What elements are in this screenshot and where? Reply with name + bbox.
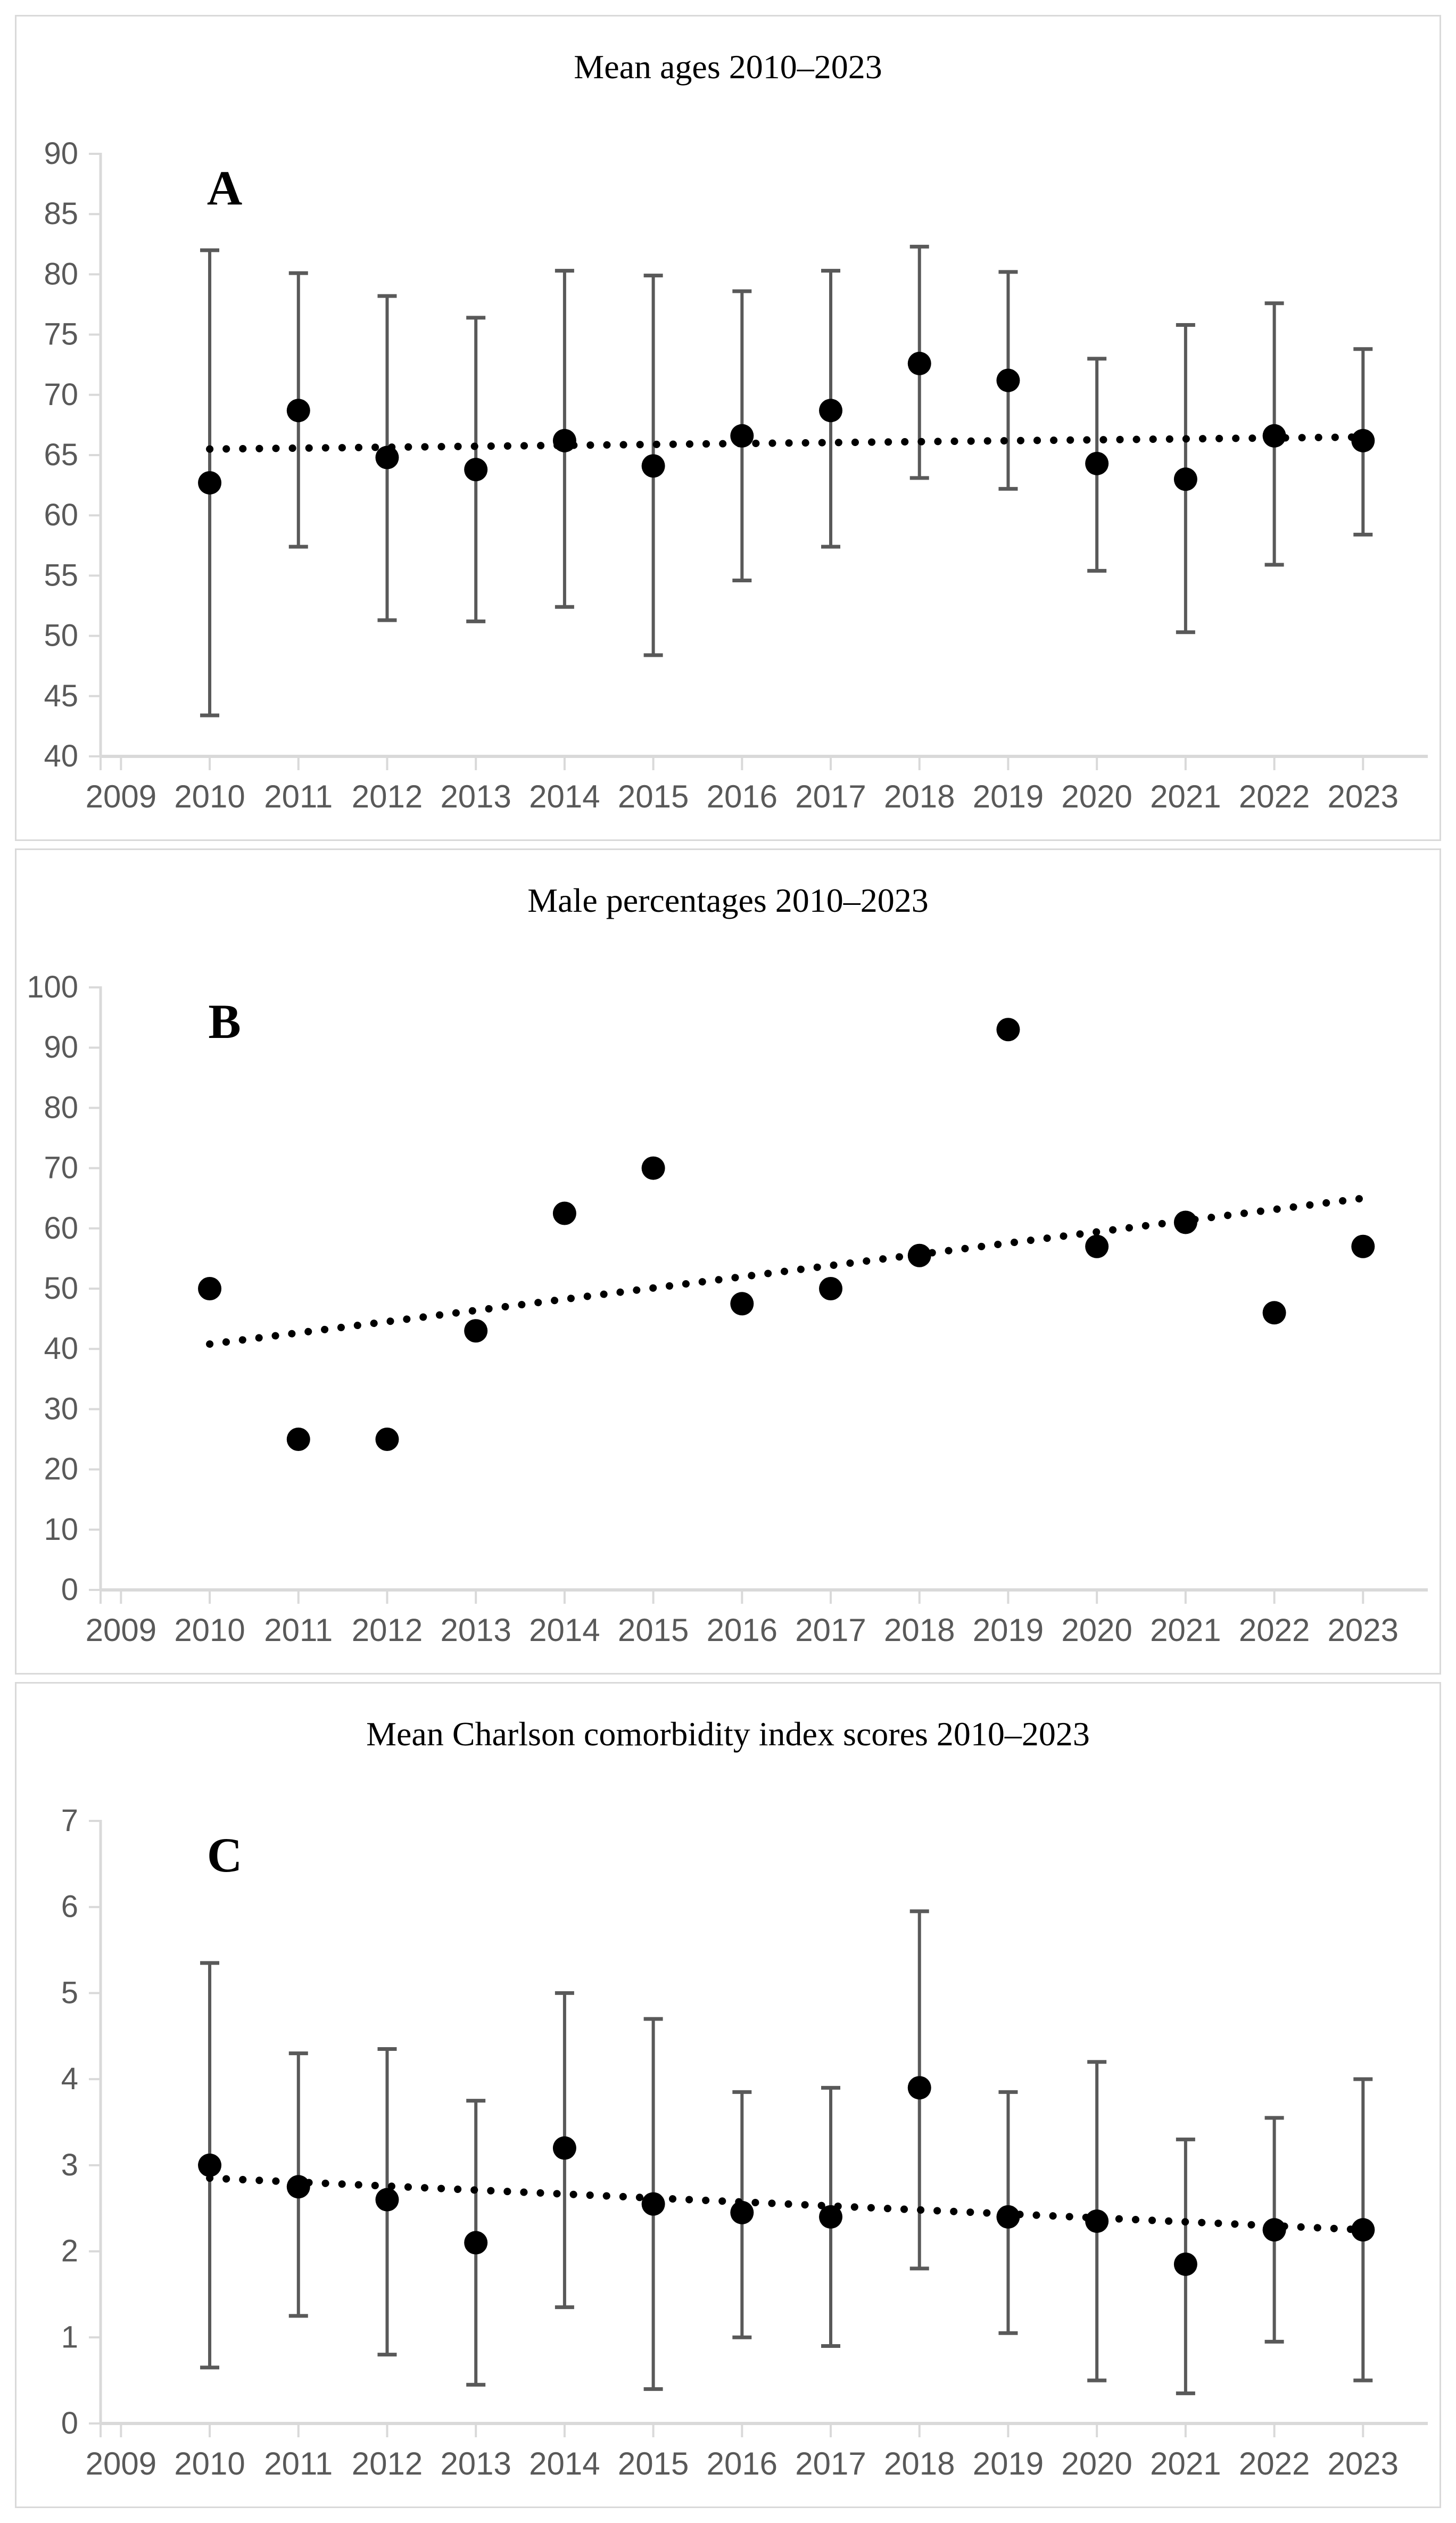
svg-text:2019: 2019 — [973, 2446, 1044, 2481]
svg-text:60: 60 — [44, 498, 78, 532]
svg-text:2013: 2013 — [440, 1612, 511, 1648]
svg-text:7: 7 — [61, 1803, 78, 1838]
svg-text:2014: 2014 — [529, 779, 600, 814]
svg-text:C: C — [207, 1828, 242, 1882]
svg-text:2013: 2013 — [440, 779, 511, 814]
svg-text:2021: 2021 — [1150, 779, 1221, 814]
svg-text:2020: 2020 — [1061, 1612, 1132, 1648]
svg-text:90: 90 — [44, 136, 78, 171]
svg-text:45: 45 — [44, 679, 78, 713]
svg-text:100: 100 — [27, 970, 78, 1004]
svg-text:90: 90 — [44, 1030, 78, 1065]
svg-text:2021: 2021 — [1150, 2446, 1221, 2481]
svg-text:2013: 2013 — [440, 2446, 511, 2481]
svg-text:2009: 2009 — [86, 1612, 156, 1648]
svg-text:2019: 2019 — [973, 779, 1044, 814]
svg-text:2022: 2022 — [1239, 1612, 1310, 1648]
panel-b: Male percentages 2010–2023 0 10 20 30 40 50 60… — [15, 848, 1441, 1675]
svg-text:2011: 2011 — [264, 779, 333, 814]
svg-text:2016: 2016 — [707, 1612, 777, 1648]
svg-text:2022: 2022 — [1239, 2446, 1310, 2481]
svg-text:80: 80 — [44, 257, 78, 291]
svg-text:2011: 2011 — [264, 1612, 333, 1648]
svg-text:2020: 2020 — [1061, 2446, 1132, 2481]
svg-text:2010: 2010 — [174, 779, 245, 814]
panel-a: Mean ages 2010–2023 40 45 50 55 60 65 70 75 80 85… — [15, 15, 1441, 841]
svg-text:2023: 2023 — [1328, 1612, 1399, 1648]
svg-text:2023: 2023 — [1328, 2446, 1399, 2481]
svg-text:0: 0 — [61, 2406, 78, 2440]
svg-text:50: 50 — [44, 619, 78, 653]
svg-text:2020: 2020 — [1061, 779, 1132, 814]
svg-text:2015: 2015 — [618, 1612, 689, 1648]
chart-c-title: Mean Charlson comorbidity index scores 2… — [366, 1715, 1090, 1753]
svg-text:2016: 2016 — [707, 2446, 777, 2481]
svg-text:2010: 2010 — [174, 2446, 245, 2481]
svg-text:40: 40 — [44, 739, 78, 773]
svg-text:A: A — [207, 161, 242, 215]
svg-text:2014: 2014 — [529, 1612, 600, 1648]
svg-text:70: 70 — [44, 1151, 78, 1185]
svg-text:10: 10 — [44, 1512, 78, 1547]
svg-text:2017: 2017 — [795, 779, 866, 814]
svg-text:2017: 2017 — [795, 2446, 866, 2481]
svg-text:0: 0 — [61, 1572, 78, 1607]
svg-text:B: B — [208, 994, 241, 1049]
svg-text:2022: 2022 — [1239, 779, 1310, 814]
svg-text:2017: 2017 — [795, 1612, 866, 1648]
svg-text:2: 2 — [61, 2234, 78, 2269]
svg-text:60: 60 — [44, 1211, 78, 1246]
svg-text:2018: 2018 — [884, 2446, 955, 2481]
svg-text:2010: 2010 — [174, 1612, 245, 1648]
svg-text:70: 70 — [44, 377, 78, 412]
svg-text:2009: 2009 — [86, 2446, 156, 2481]
svg-text:2015: 2015 — [618, 779, 689, 814]
panel-c: Mean Charlson comorbidity index scores 2… — [15, 1682, 1441, 2508]
svg-text:4: 4 — [61, 2062, 78, 2096]
svg-text:80: 80 — [44, 1090, 78, 1125]
svg-text:20: 20 — [44, 1452, 78, 1487]
svg-text:50: 50 — [44, 1271, 78, 1306]
svg-text:3: 3 — [61, 2148, 78, 2182]
chart-c-plot: 0 1 2 3 4 5 6 7 2009 2010 2011 2012 2013 2014 2015 2016… — [61, 1803, 1428, 2481]
svg-text:75: 75 — [44, 317, 78, 352]
svg-text:2011: 2011 — [264, 2446, 333, 2481]
svg-text:5: 5 — [61, 1975, 78, 2010]
svg-text:2012: 2012 — [352, 2446, 423, 2481]
svg-text:2021: 2021 — [1150, 1612, 1221, 1648]
svg-text:2016: 2016 — [707, 779, 777, 814]
chart-a-plot: 40 45 50 55 60 65 70 75 80 85 90 2009 2010 2011 2012 20… — [44, 136, 1428, 814]
svg-text:2018: 2018 — [884, 779, 955, 814]
svg-text:2012: 2012 — [352, 779, 423, 814]
svg-text:40: 40 — [44, 1331, 78, 1366]
svg-text:2012: 2012 — [352, 1612, 423, 1648]
chart-b-title: Male percentages 2010–2023 — [527, 881, 929, 919]
svg-text:65: 65 — [44, 438, 78, 472]
svg-text:30: 30 — [44, 1391, 78, 1426]
chart-a-title: Mean ages 2010–2023 — [574, 48, 882, 86]
svg-text:2018: 2018 — [884, 1612, 955, 1648]
svg-text:2014: 2014 — [529, 2446, 600, 2481]
svg-text:2019: 2019 — [973, 1612, 1044, 1648]
svg-text:1: 1 — [61, 2320, 78, 2354]
svg-text:6: 6 — [61, 1890, 78, 1924]
chart-b-plot: 0 10 20 30 40 50 60 70 80 90 100 2009 2010 2011 2012 20… — [27, 970, 1428, 1648]
svg-text:55: 55 — [44, 558, 78, 592]
svg-text:2023: 2023 — [1328, 779, 1399, 814]
svg-text:2009: 2009 — [86, 779, 156, 814]
svg-text:2015: 2015 — [618, 2446, 689, 2481]
svg-text:85: 85 — [44, 196, 78, 231]
